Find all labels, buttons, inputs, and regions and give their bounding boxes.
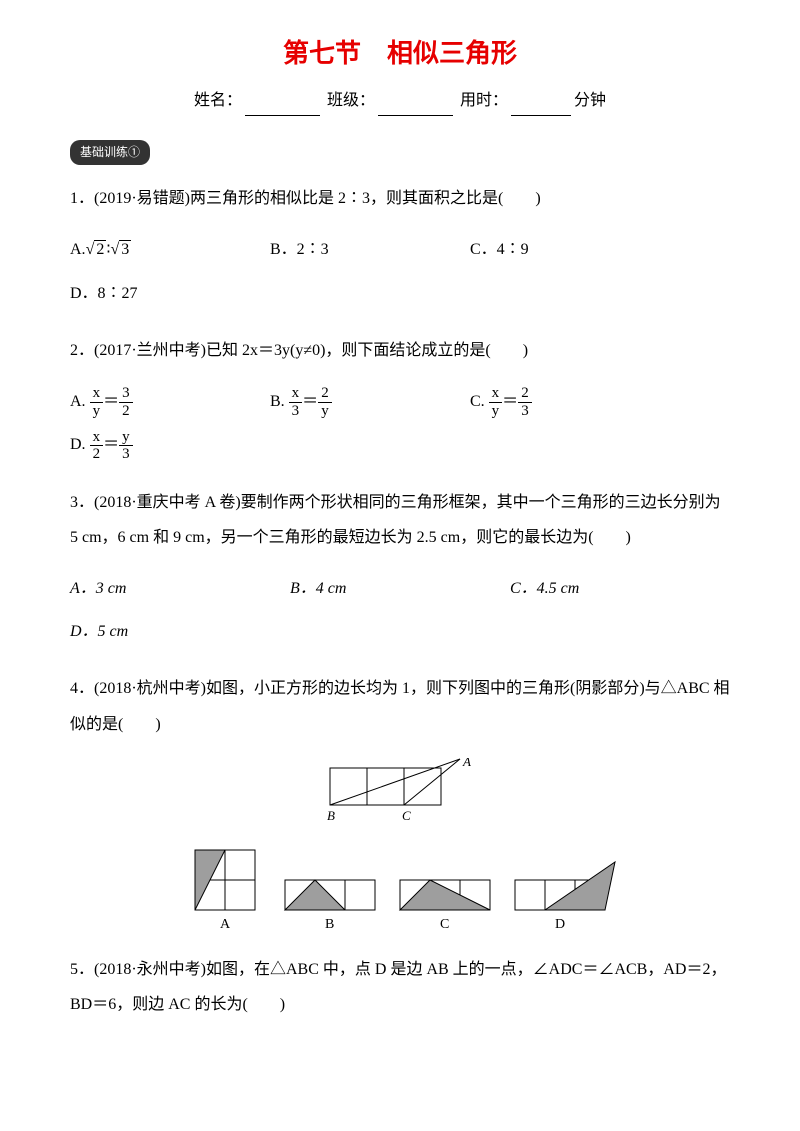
question-3-options: A．3 cm B．4 cm C．4.5 cm D．5 cm — [70, 571, 730, 657]
name-blank[interactable] — [245, 98, 320, 116]
question-2-options: A. xy＝32 B. x3＝2y C. xy＝23 D. x2＝y3 — [70, 384, 730, 471]
svg-text:B: B — [327, 808, 335, 823]
q1-option-d: D．8∶27 — [70, 276, 270, 311]
q1-option-c: C．4∶9 — [470, 232, 670, 267]
q2-option-d: D. x2＝y3 — [70, 427, 270, 462]
question-4: 4．(2018·杭州中考)如图，小正方形的边长均为 1，则下列图中的三角形(阴影… — [70, 671, 730, 741]
svg-text:C: C — [402, 808, 411, 823]
info-line: 姓名： 班级： 用时： 分钟 — [70, 87, 730, 116]
class-label: 班级： — [327, 92, 375, 109]
q2-option-a: A. xy＝32 — [70, 384, 270, 419]
q3-option-a: A．3 cm — [70, 571, 290, 606]
name-label: 姓名： — [194, 92, 242, 109]
q1-option-a: A.2∶3 — [70, 232, 270, 267]
question-1: 1．(2019·易错题)两三角形的相似比是 2∶3，则其面积之比是( ) — [70, 181, 730, 216]
q3-option-c: C．4.5 cm — [510, 571, 730, 606]
triangle-abc-figure: A B C — [320, 758, 480, 828]
q2-option-b: B. x3＝2y — [270, 384, 470, 419]
svg-text:A: A — [220, 917, 231, 932]
q4-options-svg: A B C D — [175, 840, 625, 940]
svg-text:A: A — [462, 758, 471, 769]
q3-option-d: D．5 cm — [70, 614, 290, 649]
q4-options-figure: A B C D — [70, 840, 730, 940]
q2-option-c: C. xy＝23 — [470, 384, 670, 419]
time-blank[interactable] — [511, 98, 571, 116]
class-blank[interactable] — [378, 98, 453, 116]
svg-text:D: D — [555, 917, 565, 932]
question-2: 2．(2017·兰州中考)已知 2x＝3y(y≠0)，则下面结论成立的是( ) — [70, 333, 730, 368]
question-1-options: A.2∶3 B．2∶3 C．4∶9 D．8∶27 — [70, 232, 730, 318]
section-badge: 基础训练① — [70, 140, 150, 166]
question-5: 5．(2018·永州中考)如图，在△ABC 中，点 D 是边 AB 上的一点，∠… — [70, 952, 730, 1022]
svg-text:B: B — [325, 917, 334, 932]
question-3: 3．(2018·重庆中考 A 卷)要制作两个形状相同的三角形框架，其中一个三角形… — [70, 485, 730, 555]
q1-option-b: B．2∶3 — [270, 232, 470, 267]
time-unit: 分钟 — [574, 92, 606, 109]
time-label: 用时： — [460, 92, 508, 109]
q3-option-b: B．4 cm — [290, 571, 510, 606]
q4-reference-figure: A B C — [70, 758, 730, 828]
svg-text:C: C — [440, 917, 449, 932]
page-title: 第七节 相似三角形 — [70, 30, 730, 77]
